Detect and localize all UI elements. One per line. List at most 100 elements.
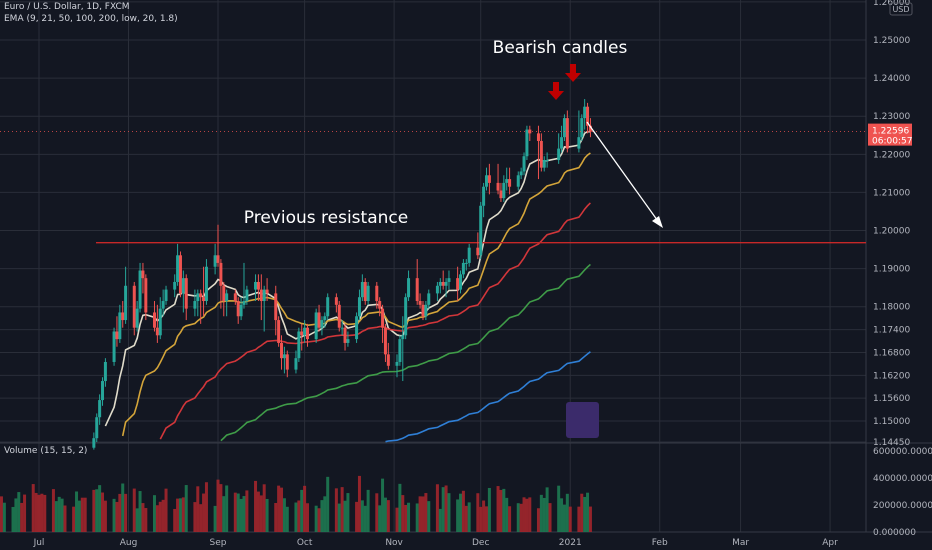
volume-bar bbox=[20, 502, 24, 532]
volume-bar bbox=[135, 508, 139, 532]
volume-bar bbox=[415, 503, 419, 532]
ema-200-line bbox=[385, 351, 591, 443]
projection-arrow-head bbox=[652, 216, 663, 228]
currency-badge bbox=[889, 2, 913, 16]
ema-legend[interactable]: EMA (9, 21, 50, 100, 200, low, 20, 1.8) bbox=[4, 14, 178, 24]
candle-down bbox=[337, 304, 341, 328]
price-tick-label: 1.15000 bbox=[873, 417, 910, 427]
candle-up bbox=[196, 293, 200, 302]
volume-bar bbox=[60, 498, 64, 532]
volume-bar bbox=[395, 507, 399, 532]
time-tick-label: Jul bbox=[33, 538, 45, 548]
volume-bar bbox=[487, 487, 491, 532]
candle-down bbox=[144, 278, 148, 313]
symbol-legend[interactable]: Euro / U.S. Dollar, 1D, FXCM bbox=[4, 2, 130, 12]
volume-bar bbox=[98, 485, 102, 532]
volume-bar bbox=[274, 502, 278, 532]
price-tick-label: 1.16800 bbox=[873, 348, 910, 358]
candle-up bbox=[118, 312, 122, 340]
candle-down bbox=[415, 278, 419, 302]
candle-down bbox=[236, 301, 240, 317]
candle-up bbox=[525, 129, 529, 157]
candle-up bbox=[173, 281, 177, 290]
volume-bar bbox=[557, 485, 561, 532]
volume-bar bbox=[239, 498, 243, 532]
volume-axis: 600000.000000 400000.000000 200000.000000 0… bbox=[873, 447, 932, 538]
candle-down bbox=[199, 293, 203, 298]
volume-bar bbox=[161, 499, 165, 532]
candle-up bbox=[303, 327, 307, 336]
candle-up bbox=[239, 304, 243, 317]
candle-up bbox=[98, 400, 102, 418]
candle-up bbox=[181, 278, 185, 294]
volume-bar bbox=[505, 497, 509, 532]
candle-down bbox=[280, 342, 284, 359]
candle-down bbox=[421, 304, 425, 317]
candle-up bbox=[135, 308, 139, 328]
volume-bar bbox=[444, 485, 448, 532]
volume-bar bbox=[583, 496, 587, 532]
volume-bar bbox=[320, 500, 324, 532]
volume-bar bbox=[383, 497, 387, 532]
volume-bar bbox=[499, 489, 503, 532]
volume-legend[interactable]: Volume (15, 15, 2) bbox=[4, 446, 88, 456]
candle-up bbox=[204, 266, 208, 302]
volume-bar bbox=[476, 493, 480, 532]
candle-down bbox=[476, 247, 480, 256]
volume-bar bbox=[285, 506, 289, 532]
volume-bar bbox=[357, 475, 361, 532]
candle-down bbox=[528, 129, 532, 134]
candle-down bbox=[363, 281, 367, 302]
candle-down bbox=[536, 133, 540, 141]
price-tick-label: 1.16200 bbox=[873, 371, 910, 381]
candle-up bbox=[459, 274, 463, 290]
volume-bar bbox=[398, 483, 402, 532]
volume-bar bbox=[588, 506, 592, 532]
volume-bar bbox=[438, 508, 442, 532]
volume-bar bbox=[213, 505, 217, 532]
candle-up bbox=[326, 297, 330, 317]
candle-down bbox=[233, 293, 237, 302]
time-tick-label: Nov bbox=[385, 538, 403, 548]
candle-up bbox=[505, 179, 509, 183]
volume-bar bbox=[80, 497, 84, 532]
volume-bar bbox=[57, 496, 61, 532]
candle-up bbox=[92, 438, 96, 448]
volume-bar bbox=[242, 496, 246, 532]
volume-bar bbox=[447, 493, 451, 532]
volume-bar bbox=[516, 503, 520, 532]
price-tick-label: 1.23000 bbox=[873, 112, 910, 122]
candle-up bbox=[138, 270, 142, 309]
time-axis[interactable]: Jul Aug Sep Oct Nov Dec 2021 Feb Mar Apr bbox=[33, 538, 839, 548]
candle-up bbox=[161, 301, 165, 309]
volume-bar bbox=[314, 505, 318, 532]
candle-up bbox=[282, 354, 286, 359]
volume-bar bbox=[155, 505, 159, 532]
candle-up bbox=[435, 285, 439, 294]
volume-bar bbox=[254, 480, 258, 532]
candle-down bbox=[343, 327, 347, 343]
volume-bar bbox=[435, 484, 439, 532]
bearish-candles-label: Bearish candles bbox=[493, 38, 628, 58]
volume-bar bbox=[464, 505, 468, 532]
volume-bar bbox=[326, 476, 330, 532]
candle-down bbox=[132, 285, 136, 328]
candle-down bbox=[588, 125, 592, 132]
time-tick-label: Oct bbox=[297, 538, 313, 548]
candle-up bbox=[101, 381, 105, 401]
current-price-tag bbox=[868, 123, 912, 146]
candle-up bbox=[366, 285, 370, 302]
price-axis[interactable]: 1.26000 1.25000 1.24000 1.23000 1.22000 1.210… bbox=[868, 0, 913, 448]
volume-bar bbox=[132, 488, 136, 532]
price-tick-label: 1.25000 bbox=[873, 36, 910, 46]
volume-bar bbox=[378, 505, 382, 532]
candle-up bbox=[502, 182, 506, 199]
candle-up bbox=[95, 417, 99, 439]
volume-bar bbox=[199, 504, 203, 532]
volume-bar bbox=[323, 496, 327, 532]
candle-up bbox=[254, 281, 258, 290]
volume-bar bbox=[545, 487, 549, 532]
time-tick-label: Apr bbox=[822, 538, 838, 548]
volume-bar bbox=[427, 501, 431, 532]
